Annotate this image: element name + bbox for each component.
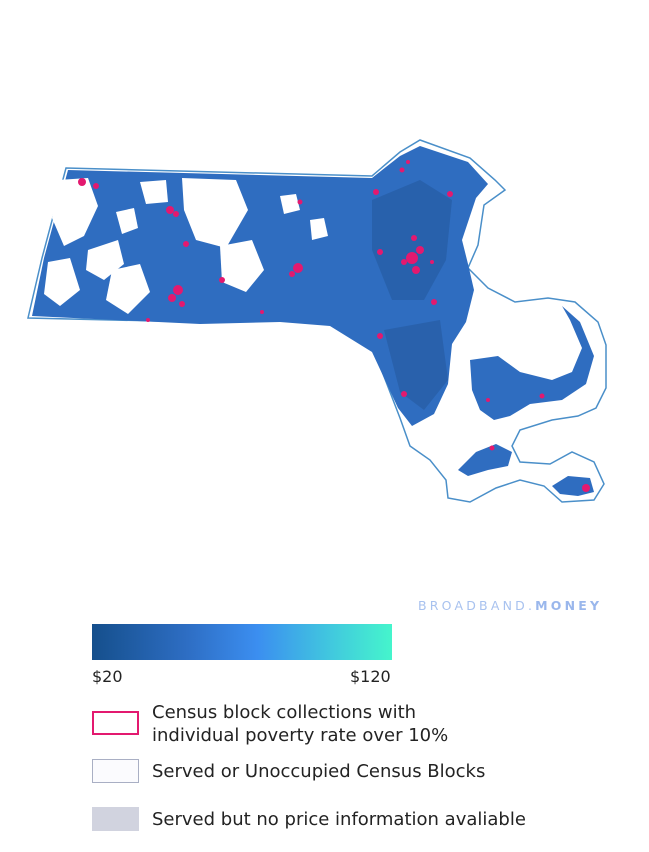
poverty-swatch xyxy=(92,711,139,735)
served-swatch xyxy=(92,759,139,783)
map-area xyxy=(27,139,607,503)
served-legend-label: Served or Unoccupied Census Blocks xyxy=(152,761,486,782)
scale-max-label: $120 xyxy=(350,667,391,686)
marthas-vineyard xyxy=(458,444,512,476)
poverty-highlights xyxy=(78,160,590,492)
state-outline xyxy=(27,139,607,503)
no-price-legend-label: Served but no price information avaliabl… xyxy=(152,809,526,830)
brand-logo: BROADBAND.MONEY xyxy=(418,598,603,613)
state-map xyxy=(27,139,607,503)
no-price-swatch xyxy=(92,807,139,831)
price-color-scale xyxy=(92,624,392,660)
cape-cod xyxy=(470,306,594,420)
poverty-legend-label: Census block collections with individual… xyxy=(152,702,449,746)
dark-blocks-southeast xyxy=(384,320,448,410)
scale-min-label: $20 xyxy=(92,667,123,686)
served-unoccupied-areas xyxy=(44,178,328,314)
